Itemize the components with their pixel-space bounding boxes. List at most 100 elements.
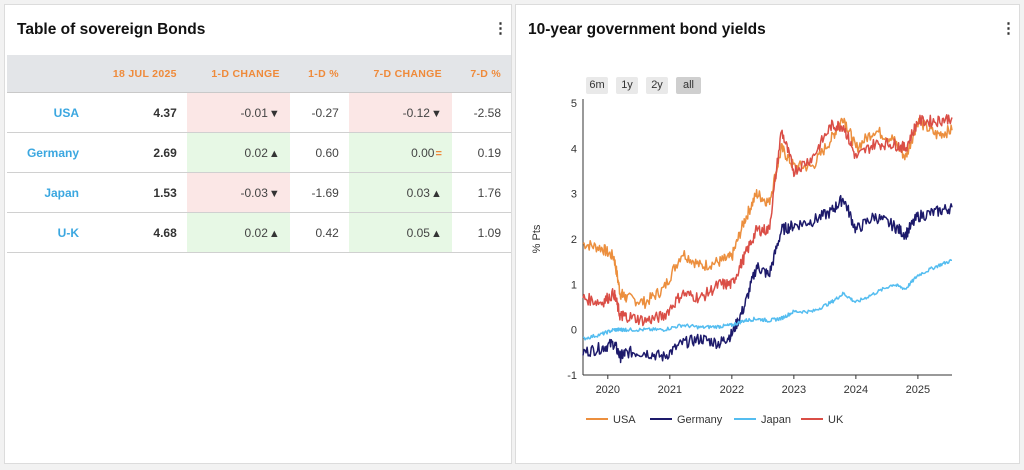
equal-icon: = [435, 147, 442, 160]
series-line-japan [582, 258, 952, 341]
pct-7d-text: 0.19 [477, 145, 501, 160]
change-7d-cell: 0.03▲ [348, 172, 452, 213]
pct-7d-text: 1.09 [477, 225, 501, 240]
country-cell[interactable]: Japan [7, 172, 89, 213]
y-tick-label: 5 [571, 98, 577, 110]
change-1d-text: 0.02 [244, 225, 268, 240]
y-axis-label: % Pts [531, 224, 543, 253]
sovereign-bonds-panel: Table of sovereign Bonds ⋮ 18 JUL 2025 1… [4, 4, 512, 464]
change-7d-text: 0.00 [411, 145, 435, 160]
change-1d-cell: -0.03▼ [186, 172, 290, 213]
pct-7d-text: 1.76 [477, 185, 501, 200]
series-line-uk [582, 114, 953, 327]
y-tick-label: 4 [571, 143, 577, 155]
range-button-all[interactable]: all [676, 77, 701, 94]
change-7d-cell: 0.05▲ [348, 212, 452, 253]
pct-1d-cell: 0.42 [289, 212, 349, 253]
pct-7d-text: -2.58 [473, 105, 501, 120]
table-header-row: 18 JUL 2025 1-D CHANGE 1-D % 7-D CHANGE … [7, 55, 511, 93]
panel-title: 10-year government bond yields [528, 21, 766, 38]
pct-1d-text: -0.27 [311, 105, 339, 120]
legend-label-japan[interactable]: Japan [761, 414, 791, 426]
series-line-germany [582, 194, 953, 364]
yield-value-cell: 1.53 [89, 172, 187, 213]
country-text: U-K [57, 225, 79, 240]
y-tick-label: 1 [571, 279, 577, 291]
legend-label-usa[interactable]: USA [613, 414, 636, 426]
range-button-1y[interactable]: 1y [616, 77, 638, 94]
legend-label-uk[interactable]: UK [828, 414, 844, 426]
more-options-icon[interactable]: ⋮ [1001, 20, 1016, 37]
yield-line-chart: -1 0 1 2 3 4 5 2020 2021 2022 2023 2024 2025 % Pts USA… [531, 98, 953, 426]
more-options-icon[interactable]: ⋮ [493, 20, 508, 37]
legend-label-germany[interactable]: Germany [677, 414, 723, 426]
bond-yields-panel: 10-year government bond yields ⋮ 6m 1y 2… [515, 4, 1020, 464]
arrow-up-icon: ▲ [268, 147, 280, 160]
bonds-table: 18 JUL 2025 1-D CHANGE 1-D % 7-D CHANGE … [7, 55, 511, 253]
table-row[interactable]: Japan 1.53 -0.03▼ -1.69 0.03▲ 1.76 [7, 172, 511, 213]
pct-7d-cell: 0.19 [451, 132, 511, 173]
header-7d-pct[interactable]: 7-D % [451, 55, 511, 93]
arrow-down-icon: ▼ [268, 187, 280, 200]
pct-1d-cell: 0.60 [289, 132, 349, 173]
range-button-6m[interactable]: 6m [586, 77, 608, 94]
pct-1d-text: -1.69 [311, 185, 339, 200]
table-row[interactable]: Germany 2.69 0.02▲ 0.60 0.00= 0.19 [7, 132, 511, 173]
range-button-2y[interactable]: 2y [646, 77, 668, 94]
x-tick-label: 2020 [596, 384, 620, 396]
country-text: USA [53, 105, 79, 120]
x-tick-label: 2021 [658, 384, 682, 396]
header-1d-pct[interactable]: 1-D % [289, 55, 349, 93]
arrow-down-icon: ▼ [430, 107, 442, 120]
y-tick-label: 3 [571, 189, 577, 201]
table-row[interactable]: U-K 4.68 0.02▲ 0.42 0.05▲ 1.09 [7, 212, 511, 253]
country-cell[interactable]: Germany [7, 132, 89, 173]
header-7d-change[interactable]: 7-D CHANGE [348, 55, 452, 93]
panel-title: Table of sovereign Bonds [17, 21, 206, 38]
change-1d-cell: 0.02▲ [186, 132, 290, 173]
yield-value-text: 2.69 [153, 145, 177, 160]
yield-value-cell: 4.37 [89, 92, 187, 133]
country-cell[interactable]: U-K [7, 212, 89, 253]
arrow-up-icon: ▲ [430, 227, 442, 240]
pct-1d-cell: -1.69 [289, 172, 349, 213]
pct-1d-cell: -0.27 [289, 92, 349, 133]
x-tick-label: 2024 [844, 384, 868, 396]
arrow-up-icon: ▲ [268, 227, 280, 240]
x-tick-label: 2022 [720, 384, 744, 396]
series-line-usa [582, 117, 953, 310]
country-cell[interactable]: USA [7, 92, 89, 133]
change-7d-text: 0.03 [406, 185, 430, 200]
change-1d-text: 0.02 [244, 145, 268, 160]
arrow-up-icon: ▲ [430, 187, 442, 200]
pct-1d-text: 0.42 [315, 225, 339, 240]
arrow-down-icon: ▼ [268, 107, 280, 120]
yield-value-cell: 4.68 [89, 212, 187, 253]
table-row[interactable]: USA 4.37 -0.01▼ -0.27 -0.12▼ -2.58 [7, 92, 511, 133]
pct-7d-cell: 1.09 [451, 212, 511, 253]
header-country [7, 55, 89, 93]
y-tick-label: 2 [571, 234, 577, 246]
country-text: Germany [26, 145, 79, 160]
pct-1d-text: 0.60 [315, 145, 339, 160]
x-tick-label: 2023 [782, 384, 806, 396]
change-7d-text: -0.12 [402, 105, 430, 120]
change-1d-text: -0.03 [240, 185, 268, 200]
yield-value-text: 1.53 [153, 185, 177, 200]
change-1d-cell: 0.02▲ [186, 212, 290, 253]
change-7d-cell: 0.00= [348, 132, 452, 173]
x-tick-label: 2025 [906, 384, 930, 396]
change-7d-text: 0.05 [406, 225, 430, 240]
yield-value-text: 4.37 [153, 105, 177, 120]
y-tick-label: 0 [571, 325, 577, 337]
pct-7d-cell: 1.76 [451, 172, 511, 213]
y-tick-label: -1 [567, 370, 577, 382]
country-text: Japan [44, 185, 79, 200]
header-1d-change[interactable]: 1-D CHANGE [186, 55, 290, 93]
header-date[interactable]: 18 JUL 2025 [89, 55, 187, 93]
pct-7d-cell: -2.58 [451, 92, 511, 133]
yield-value-text: 4.68 [153, 225, 177, 240]
yield-value-cell: 2.69 [89, 132, 187, 173]
change-1d-cell: -0.01▼ [186, 92, 290, 133]
change-1d-text: -0.01 [240, 105, 268, 120]
